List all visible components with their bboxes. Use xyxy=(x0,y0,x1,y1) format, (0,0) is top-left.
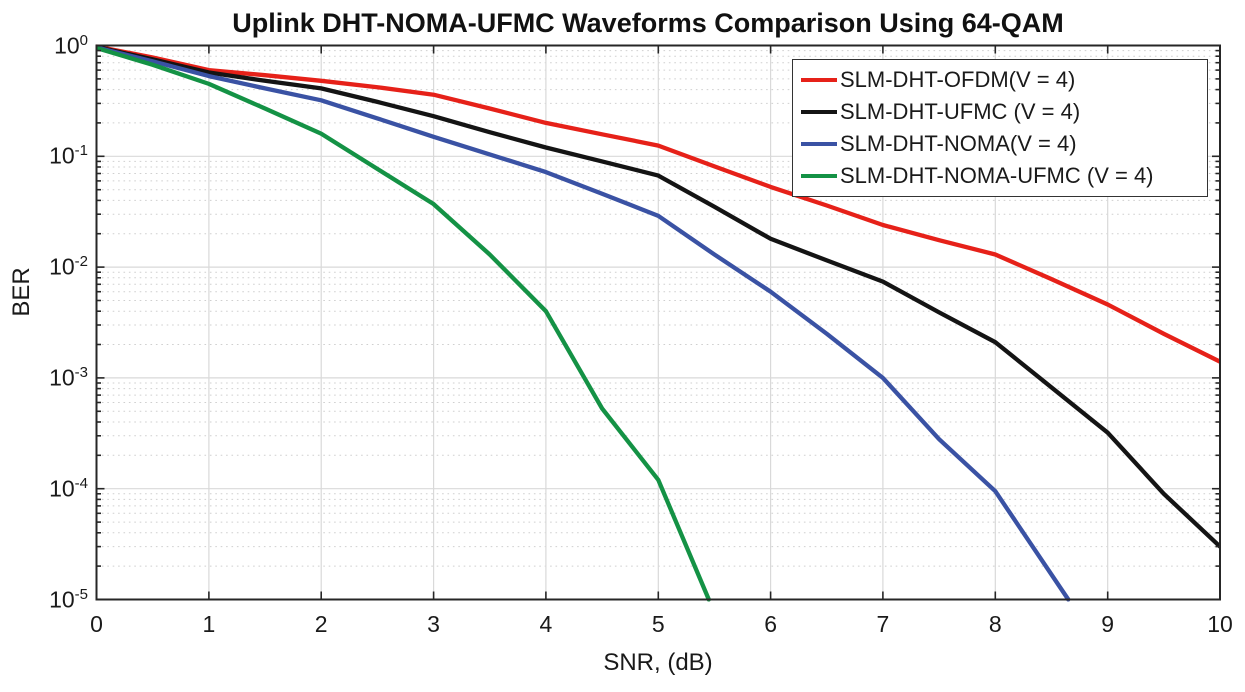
plot-frame xyxy=(95,44,1221,601)
x-tick-label: 9 xyxy=(1101,611,1115,637)
series-line-1 xyxy=(96,44,1220,549)
y-tick-label: 10-4 xyxy=(49,474,88,502)
legend-label: SLM-DHT-NOMA-UFMC (V = 4) xyxy=(840,163,1154,188)
x-tick-label: 0 xyxy=(90,611,103,637)
legend-label: SLM-DHT-NOMA(V = 4) xyxy=(840,131,1077,156)
series-line-2 xyxy=(96,45,1071,602)
x-tick-label: 3 xyxy=(427,611,440,637)
chart-title: Uplink DHT-NOMA-UFMC Waveforms Compariso… xyxy=(232,8,1064,38)
legend-line-sample xyxy=(801,141,837,147)
x-tick-label: 8 xyxy=(988,611,1002,637)
y-tick-label: 10-1 xyxy=(49,142,88,169)
legend: SLM-DHT-OFDM(V = 4) SLM-DHT-UFMC (V = 4) S… xyxy=(792,59,1208,197)
legend-item: SLM-DHT-NOMA-UFMC (V = 4) xyxy=(801,163,1203,189)
x-tick-label: 4 xyxy=(539,611,553,637)
legend-item: SLM-DHT-NOMA(V = 4) xyxy=(801,131,1203,157)
x-tick-label: 6 xyxy=(764,611,777,637)
x-tick-label: 5 xyxy=(651,611,665,637)
y-axis-label: BER xyxy=(8,267,35,317)
x-tick-label: 7 xyxy=(876,611,890,637)
y-tick-label: 10-2 xyxy=(49,252,88,280)
y-tick-label: 10-3 xyxy=(49,363,88,391)
legend-item: SLM-DHT-UFMC (V = 4) xyxy=(801,99,1203,125)
y-tick-label: 10-5 xyxy=(49,585,88,612)
legend-line-sample xyxy=(801,109,837,115)
y-tick-label: 100 xyxy=(54,31,88,58)
legend-label: SLM-DHT-UFMC (V = 4) xyxy=(840,99,1081,124)
legend-line-sample xyxy=(801,77,837,83)
series-line-0 xyxy=(96,44,1220,364)
legend-item: SLM-DHT-OFDM(V = 4) xyxy=(801,67,1203,93)
x-tick-label: 2 xyxy=(314,611,328,637)
legend-line-sample xyxy=(801,173,837,179)
series-line-3 xyxy=(96,45,711,602)
x-axis-label: SNR, (dB) xyxy=(603,649,713,676)
x-tick-label: 1 xyxy=(202,611,216,637)
legend-label: SLM-DHT-OFDM(V = 4) xyxy=(840,67,1076,92)
x-tick-label: 10 xyxy=(1207,611,1233,637)
